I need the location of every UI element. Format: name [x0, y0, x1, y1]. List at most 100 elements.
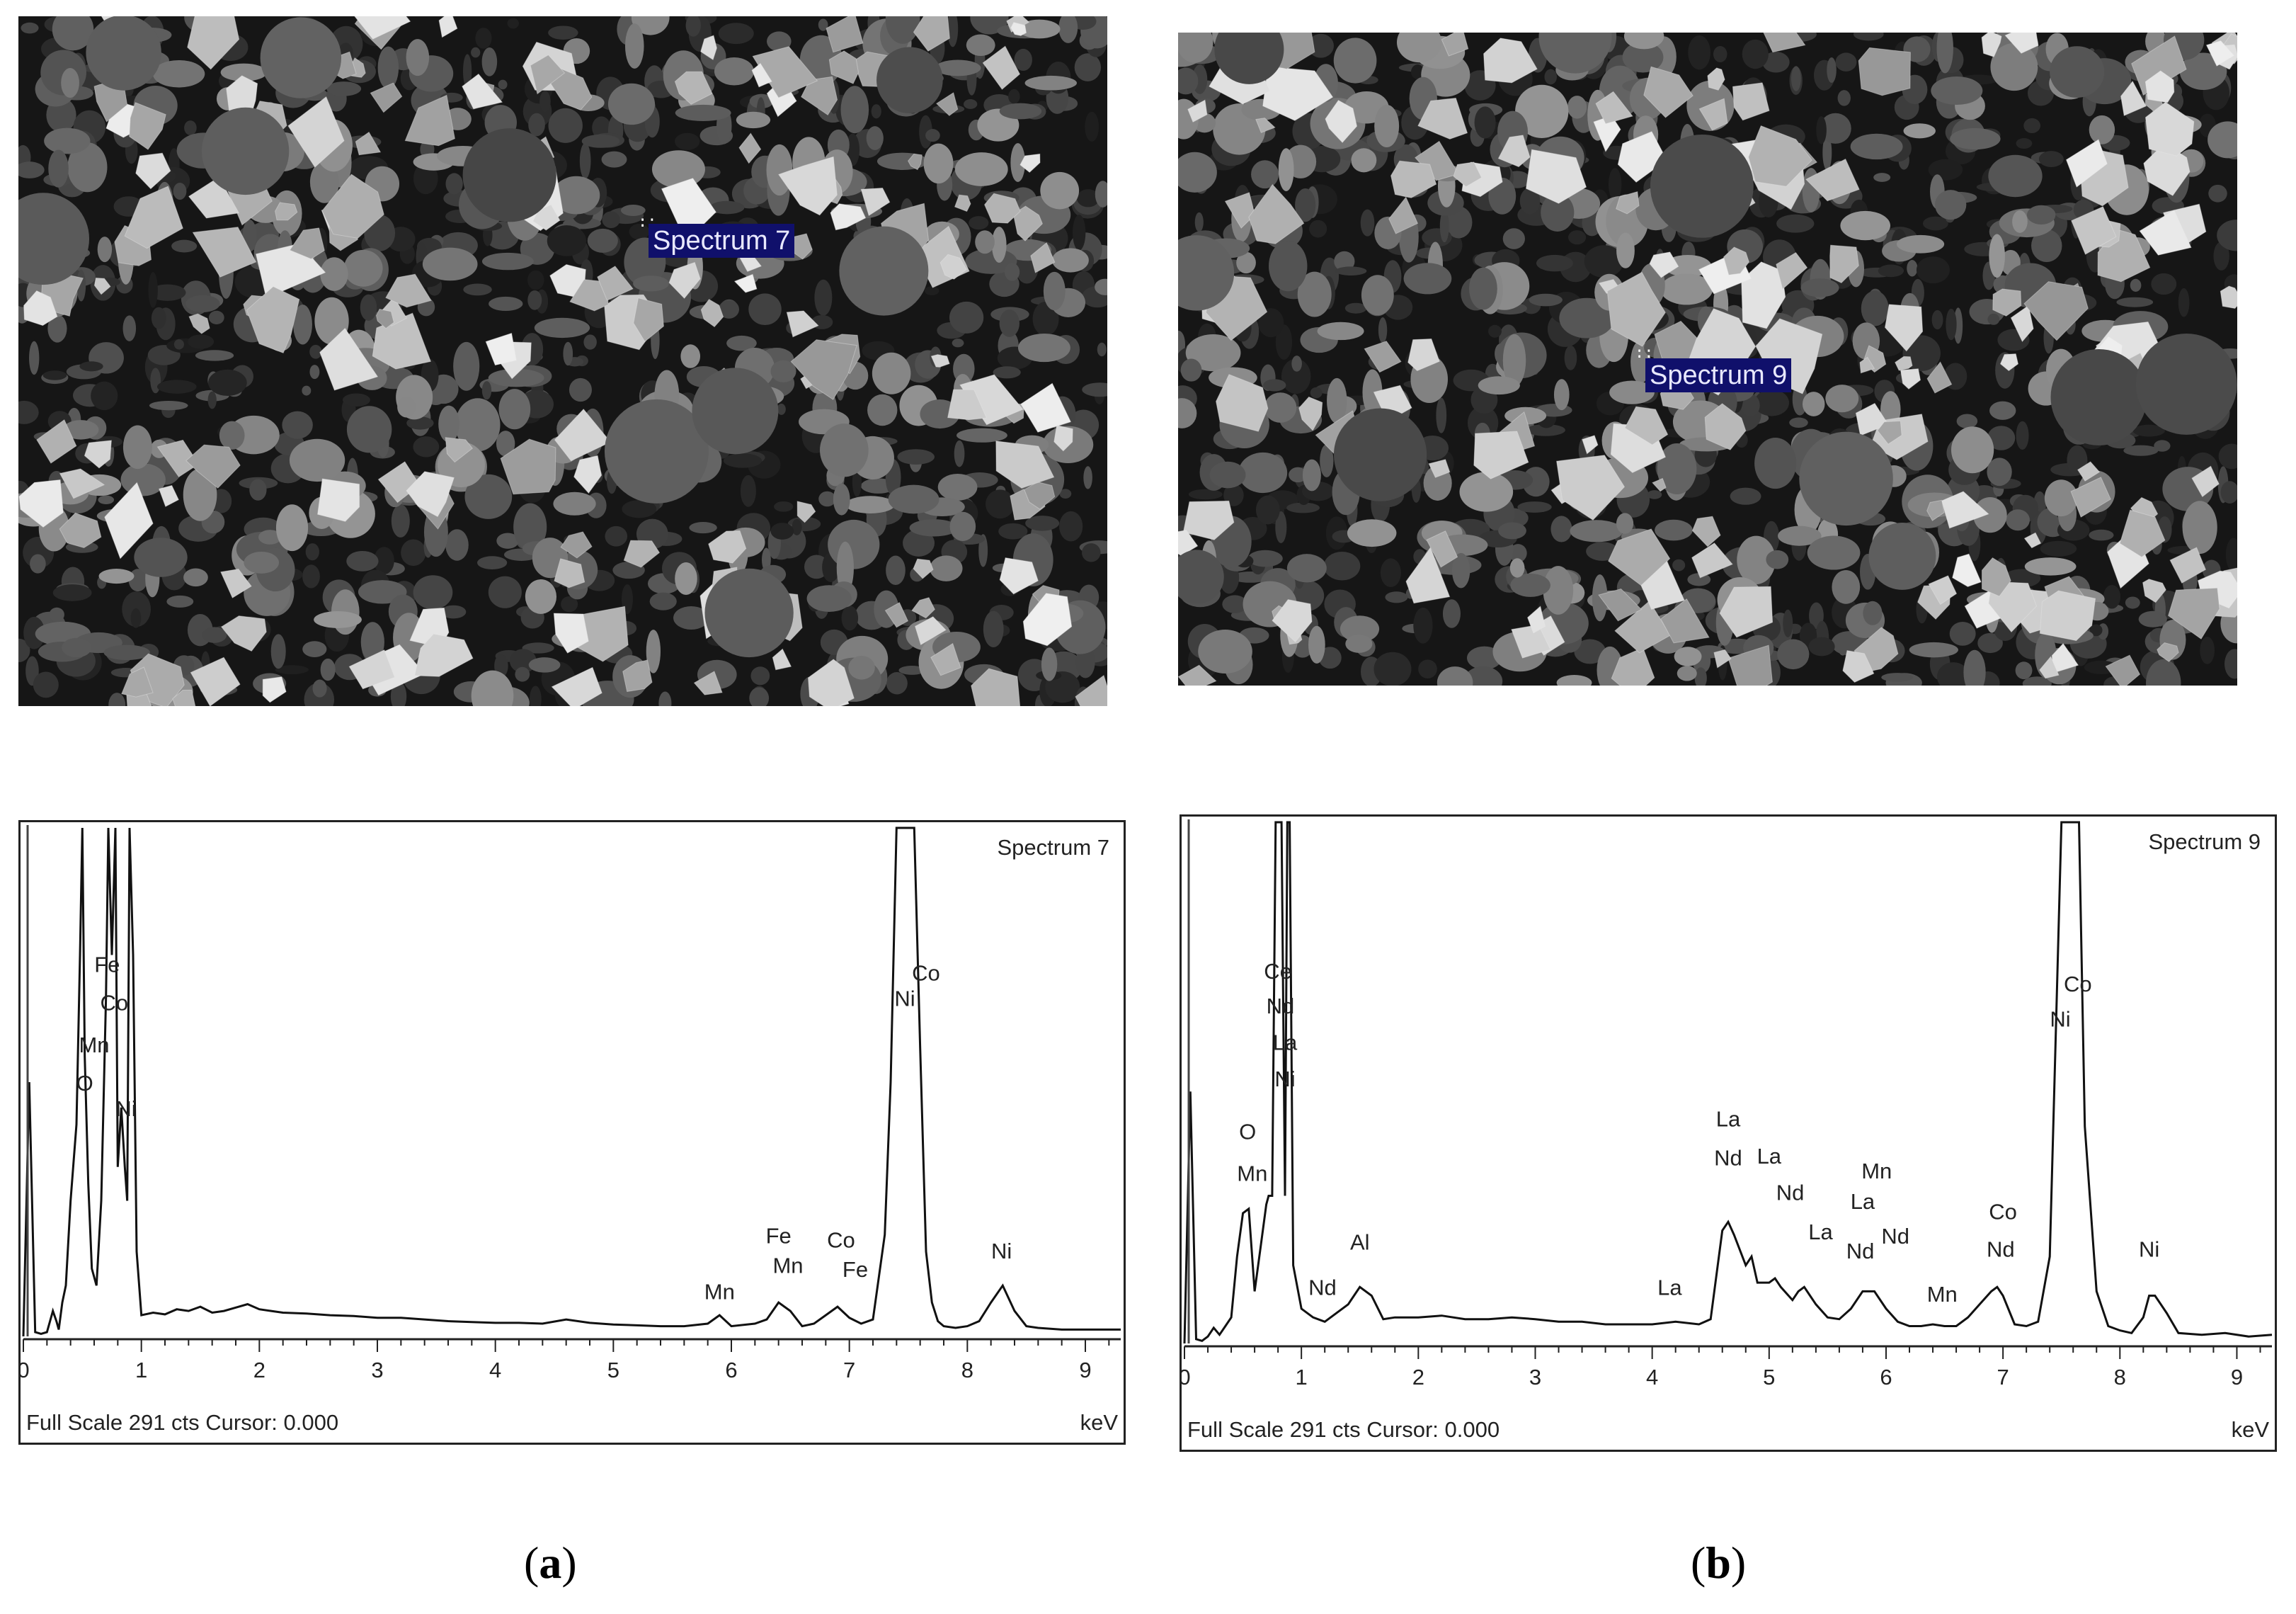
peak-element-label: Nd [1987, 1237, 2015, 1261]
peak-element-label: Ni [1274, 1067, 1295, 1091]
sem-particle [1178, 152, 1217, 193]
eds-plot-b: 0 1 2 3 4 5 6 7 8 9 Full Scale 291 cts Cursor: 0.0… [1182, 819, 2273, 1442]
sem-particle [1850, 133, 1903, 160]
sem-particle [270, 634, 286, 669]
sem-particle [2015, 661, 2033, 680]
sem-spectrum-label-b[interactable]: Spectrum 9 [1645, 358, 1792, 392]
sem-particle [991, 227, 1007, 263]
sem-particle [302, 385, 312, 396]
sem-particle [258, 530, 282, 545]
sem-particle [658, 691, 672, 706]
sem-particle [1178, 67, 1199, 95]
sem-particle [597, 266, 634, 301]
sem-particle [1652, 477, 1667, 492]
sem-particle [1417, 97, 1468, 140]
sem-particle [445, 173, 463, 195]
sem-particle [1308, 625, 1325, 664]
sem-particle [930, 642, 961, 676]
sem-particle [920, 399, 960, 429]
sem-particle [1441, 33, 1469, 57]
sem-particle [2123, 445, 2159, 456]
sem-particle [1214, 33, 1284, 84]
sem-particle [581, 134, 620, 148]
sem-particle [201, 107, 290, 195]
sem-particle [1320, 444, 1334, 478]
sem-particle [2024, 557, 2077, 576]
sem-particle [1264, 392, 1297, 423]
sem-particle [122, 425, 152, 470]
sem-particle [314, 610, 362, 628]
sem-particle [532, 204, 561, 231]
sem-image-b: :: Spectrum 9 [1178, 33, 2237, 686]
sem-particle [1608, 528, 1671, 586]
sem-particle [302, 641, 327, 657]
sem-particle [925, 129, 940, 142]
sem-particle [1478, 376, 1520, 395]
sem-particle [633, 275, 669, 292]
sem-particle [560, 531, 593, 559]
sem-particle [674, 71, 713, 105]
sem-particle [2208, 121, 2237, 159]
sem-particle [649, 592, 677, 610]
sem-particle [871, 104, 881, 119]
sem-particle [1216, 374, 1269, 432]
sem-particle [2040, 540, 2077, 557]
sem-particle [485, 332, 517, 366]
sem-particle [1931, 76, 1983, 106]
sem-particle [2031, 229, 2062, 262]
sem-particle [1946, 308, 1957, 341]
sem-particle [1544, 69, 1558, 85]
sem-particle [1950, 127, 2001, 150]
sem-particle [103, 644, 150, 661]
panel-label-a-letter: a [539, 1538, 562, 1588]
sem-particle [1835, 52, 1857, 72]
sem-particle [1570, 520, 1623, 542]
peak-element-label: Nd [1846, 1239, 1875, 1263]
sem-particle [1822, 135, 1832, 171]
sem-particle [496, 431, 515, 457]
x-tick-label: 7 [1997, 1365, 2009, 1389]
sem-particle [1488, 177, 1517, 215]
sem-particle [748, 293, 782, 326]
sem-particle [124, 186, 183, 249]
sem-particle [774, 501, 794, 512]
sem-particle [1694, 667, 1707, 686]
sem-particle [1878, 264, 1904, 278]
sem-particle [52, 584, 92, 601]
sem-particle [309, 161, 339, 203]
sem-particle [848, 655, 875, 680]
sem-particle [767, 31, 792, 52]
peak-element-label: Ni [115, 1096, 136, 1121]
sem-particle [2208, 184, 2227, 203]
sem-particle [2089, 624, 2103, 637]
sem-particle [1020, 153, 1041, 174]
sem-particle [1704, 403, 1747, 450]
sem-particle [2157, 642, 2179, 662]
sem-particle [1842, 650, 1875, 683]
peak-element-label: Co [1989, 1200, 2017, 1224]
sem-spectrum-label-a[interactable]: Spectrum 7 [649, 224, 795, 258]
sem-particle [930, 555, 963, 581]
sem-particle [673, 606, 709, 630]
sem-particle [1687, 573, 1711, 586]
peak-element-label: Co [912, 960, 940, 985]
sem-particle [1053, 424, 1073, 452]
sem-particle [935, 92, 959, 116]
sem-particle [1584, 245, 1624, 278]
sem-particle [915, 616, 947, 646]
sem-particle [321, 174, 384, 239]
sem-particle [1825, 385, 1859, 413]
sem-particle [391, 504, 410, 538]
sem-particle [2119, 509, 2166, 558]
peak-element-label: Fe [843, 1257, 868, 1282]
sem-particle [1281, 358, 1311, 394]
sem-particle [2213, 241, 2229, 271]
sem-particle [573, 455, 602, 494]
sem-particle [1592, 574, 1608, 622]
sem-particle [1083, 466, 1092, 489]
sem-particle [343, 249, 383, 287]
sem-particle [390, 681, 407, 706]
sem-particle [1936, 33, 1953, 74]
sem-particle [59, 468, 105, 499]
sem-particle [777, 403, 786, 415]
